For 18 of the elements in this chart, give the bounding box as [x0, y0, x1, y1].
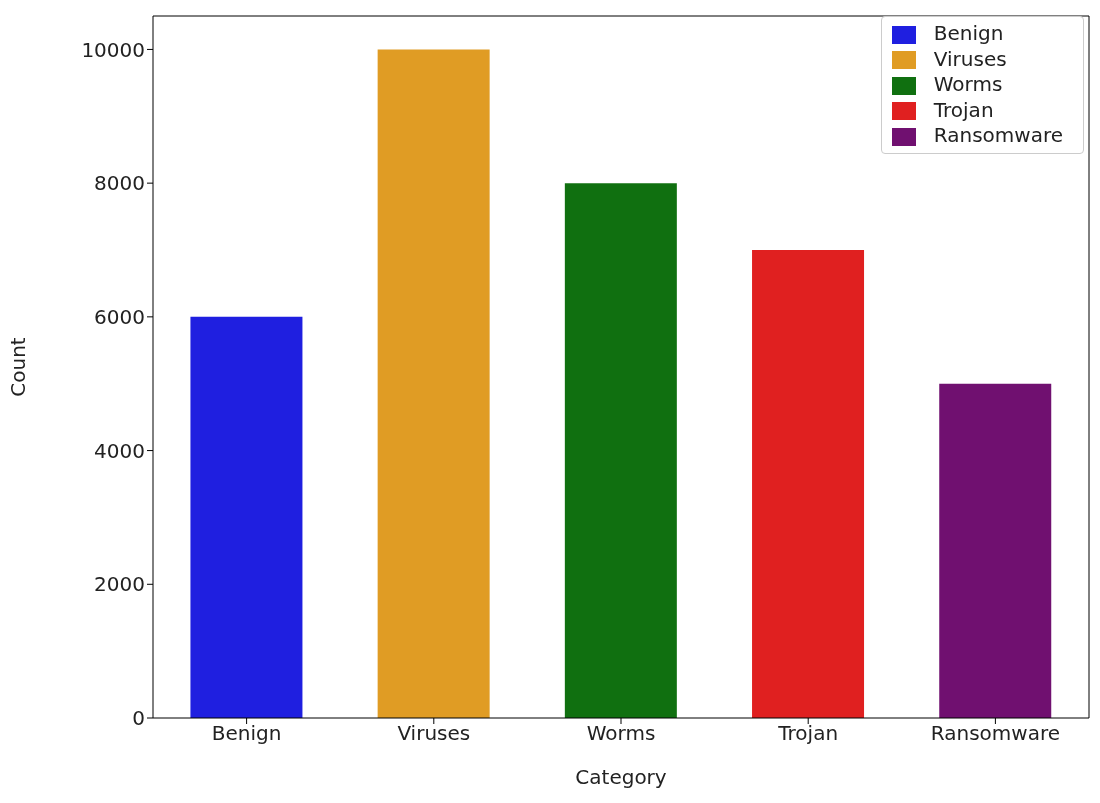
x-axis-title: Category — [575, 765, 667, 789]
x-tick-label: Ransomware — [930, 721, 1061, 746]
legend-label: Benign — [933, 21, 1004, 45]
x-tick-label: Benign — [211, 721, 282, 746]
legend-label: Viruses — [933, 46, 1007, 71]
legend-label: Worms — [933, 72, 1003, 96]
y-axis-title: Count — [6, 337, 31, 397]
y-tick-label: 8000 — [94, 171, 145, 196]
y-tick-label: 0 — [132, 706, 145, 731]
legend-label: Trojan — [933, 97, 994, 122]
x-tick-label: Worms — [586, 721, 656, 746]
x-tick-label: Trojan — [777, 721, 839, 746]
x-tick-label: Viruses — [397, 721, 471, 746]
legend-label: Ransomware — [933, 123, 1063, 147]
y-tick-label: 10000 — [81, 37, 145, 62]
y-tick-label: 6000 — [94, 304, 145, 329]
y-tick-label: 2000 — [94, 572, 145, 597]
y-tick-label: 4000 — [94, 438, 145, 463]
